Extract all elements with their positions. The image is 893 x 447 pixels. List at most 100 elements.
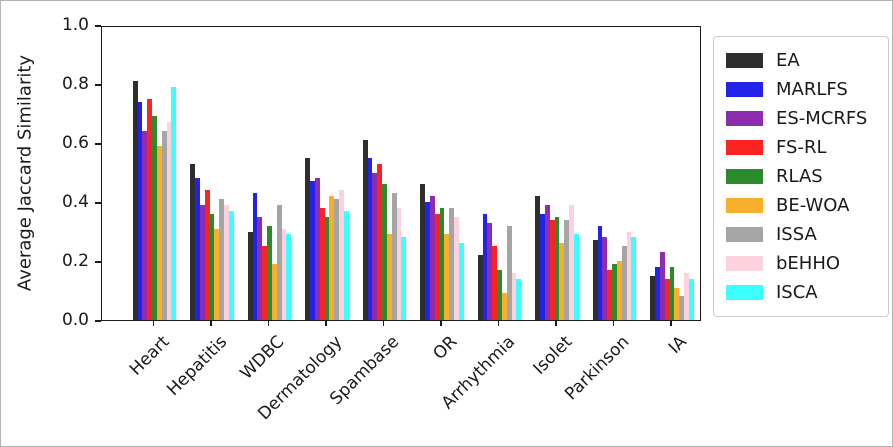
bar-rlas-dermatology [324, 216, 330, 320]
bar-behho-parkinson [626, 231, 632, 320]
bar-ea-parkinson [592, 240, 598, 320]
bar-group-parkinson [592, 225, 637, 320]
legend-swatch [726, 82, 763, 97]
bar-issa-heart [161, 131, 167, 320]
bar-be-woa-hepatitis [214, 228, 220, 320]
legend-label: ES-MCRFS [776, 107, 868, 129]
x-tick-mark [612, 321, 615, 326]
bar-behho-heart [166, 122, 172, 320]
bar-es-mcrfs-ia [659, 252, 665, 320]
bar-fs-rl-heart [147, 98, 153, 320]
y-tick-mark [95, 261, 101, 263]
x-tick-label-text: Hepatitis [163, 332, 232, 400]
bar-issa-wdbc [276, 204, 282, 320]
legend-label: ISSA [776, 223, 817, 245]
bar-marlfs-parkinson [597, 225, 603, 320]
bar-issa-hepatitis [219, 199, 225, 320]
y-tick-mark [95, 25, 101, 27]
bar-rlas-isolet [554, 216, 560, 320]
bar-behho-spambase [396, 207, 402, 320]
legend-swatch [726, 285, 763, 300]
bar-isca-spambase [401, 237, 407, 320]
bar-group-dermatology [305, 157, 349, 320]
bar-behho-wdbc [281, 228, 287, 320]
bar-isca-hepatitis [228, 210, 234, 320]
bar-ea-wdbc [247, 231, 253, 320]
y-axis-title-text: Average Jaccard Similarity [14, 54, 36, 292]
bar-es-mcrfs-heart [142, 131, 148, 320]
bar-isca-ia [688, 278, 694, 320]
bar-behho-hepatitis [224, 204, 229, 320]
bar-fs-rl-hepatitis [204, 190, 210, 320]
bar-marlfs-spambase [367, 157, 373, 320]
bar-group-spambase [362, 140, 407, 320]
bar-ea-arrhythmia [477, 255, 483, 320]
bar-behho-arrhythmia [511, 272, 517, 320]
bar-behho-dermatology [339, 190, 344, 320]
bar-fs-rl-parkinson [607, 269, 613, 320]
plot-area [101, 26, 701, 321]
bar-be-woa-ia [674, 287, 680, 320]
bar-be-woa-arrhythmia [501, 293, 507, 320]
legend-item-behho: bEHHO [726, 249, 876, 278]
bar-es-mcrfs-parkinson [602, 237, 608, 320]
bar-ea-spambase [362, 140, 368, 320]
bar-rlas-spambase [382, 184, 387, 320]
bar-marlfs-isolet [540, 213, 545, 320]
bar-be-woa-spambase [386, 234, 392, 320]
x-tick-mark [325, 321, 327, 326]
y-tick-label: 1.0 [61, 15, 89, 35]
bar-marlfs-wdbc [252, 193, 258, 320]
bar-rlas-or [439, 207, 445, 320]
bar-es-mcrfs-dermatology [314, 178, 320, 320]
y-tick-label: 0.2 [61, 251, 89, 271]
bar-issa-or [449, 207, 455, 320]
bar-ea-or [420, 184, 426, 320]
bar-fs-rl-ia [664, 278, 670, 320]
bar-ea-ia [650, 275, 656, 320]
bar-rlas-parkinson [612, 263, 617, 320]
bar-fs-rl-or [434, 213, 440, 320]
bar-be-woa-or [444, 234, 450, 320]
bar-issa-dermatology [334, 199, 340, 320]
bar-marlfs-arrhythmia [482, 213, 488, 320]
legend-label: EA [776, 49, 800, 71]
bar-es-mcrfs-or [429, 196, 435, 320]
legend-swatch [726, 111, 763, 126]
legend-swatch [726, 256, 763, 271]
bar-group-ia [650, 252, 694, 320]
x-tick-mark [267, 321, 270, 326]
bar-rlas-hepatitis [209, 213, 215, 320]
y-tick-label: 0.4 [61, 192, 89, 212]
legend-label: BE-WOA [776, 194, 850, 216]
y-tick-mark [95, 84, 101, 86]
bar-marlfs-hepatitis [195, 178, 200, 320]
legend-label: FS-RL [776, 136, 827, 158]
legend-item-fs-rl: FS-RL [726, 133, 876, 162]
bar-marlfs-ia [655, 266, 660, 320]
legend-item-be-woa: BE-WOA [726, 191, 876, 220]
legend-swatch [726, 198, 763, 213]
legend-label: ISCA [776, 281, 818, 303]
bar-es-mcrfs-hepatitis [199, 204, 205, 320]
legend-box: EA MARLFS ES-MCRFS FS-RL RLAS BE-WOA ISSA bEHHO… [713, 36, 889, 317]
x-tick-mark [555, 321, 557, 326]
bar-behho-or [454, 216, 459, 320]
bar-fs-rl-arrhythmia [492, 246, 498, 320]
bar-issa-parkinson [621, 246, 627, 320]
bar-group-isolet [535, 196, 579, 320]
x-tick-label-text: WDBC [236, 332, 289, 384]
legend-item-rlas: RLAS [726, 162, 876, 191]
bar-group-heart [132, 81, 177, 320]
bar-group-hepatitis [190, 163, 234, 320]
bar-group-arrhythmia [477, 213, 522, 320]
bar-issa-arrhythmia [506, 225, 512, 320]
y-tick-mark [95, 320, 101, 322]
bar-fs-rl-dermatology [319, 207, 325, 320]
bar-isca-heart [171, 86, 177, 320]
y-tick-mark [95, 202, 101, 204]
bar-issa-isolet [564, 219, 570, 320]
bar-be-woa-dermatology [329, 196, 335, 320]
legend-item-es-mcrfs: ES-MCRFS [726, 104, 876, 133]
